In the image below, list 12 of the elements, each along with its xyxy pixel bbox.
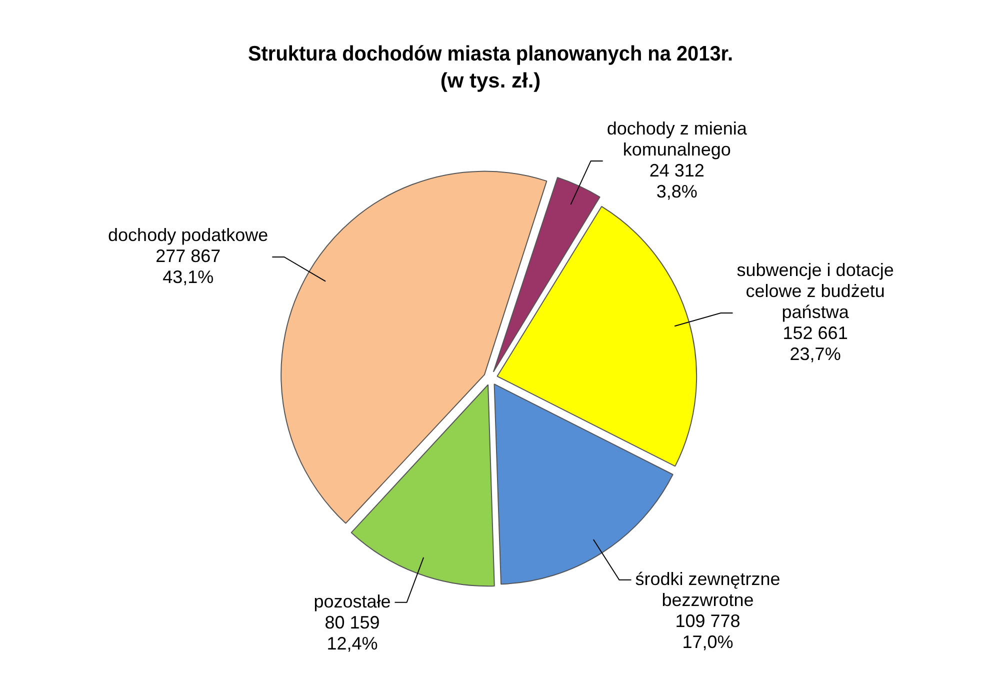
chart-title: Struktura dochodów miasta planowanych na 2013r. — [248, 42, 733, 66]
data-label: 109 778 17,0% — [675, 610, 740, 652]
data-label: 277 867 43,1% — [156, 246, 221, 287]
data-label: 24 312 3,8% — [649, 160, 704, 202]
slice-label: dochody z mienia komunalnego — [606, 118, 748, 160]
slice-label: subwencje i dotacje celowe z budżetu państwa — [736, 260, 894, 322]
slice-label: pozostałe — [314, 591, 391, 612]
data-label: 152 661 23,7% — [782, 322, 848, 364]
slice-label: dochody podatkowe — [108, 224, 268, 245]
slice-label: środki zewnętrzne bezzwrotne — [635, 568, 780, 610]
chart-subtitle: (w tys. zł.) — [440, 70, 541, 93]
data-label: 80 159 12,4% — [324, 612, 380, 654]
